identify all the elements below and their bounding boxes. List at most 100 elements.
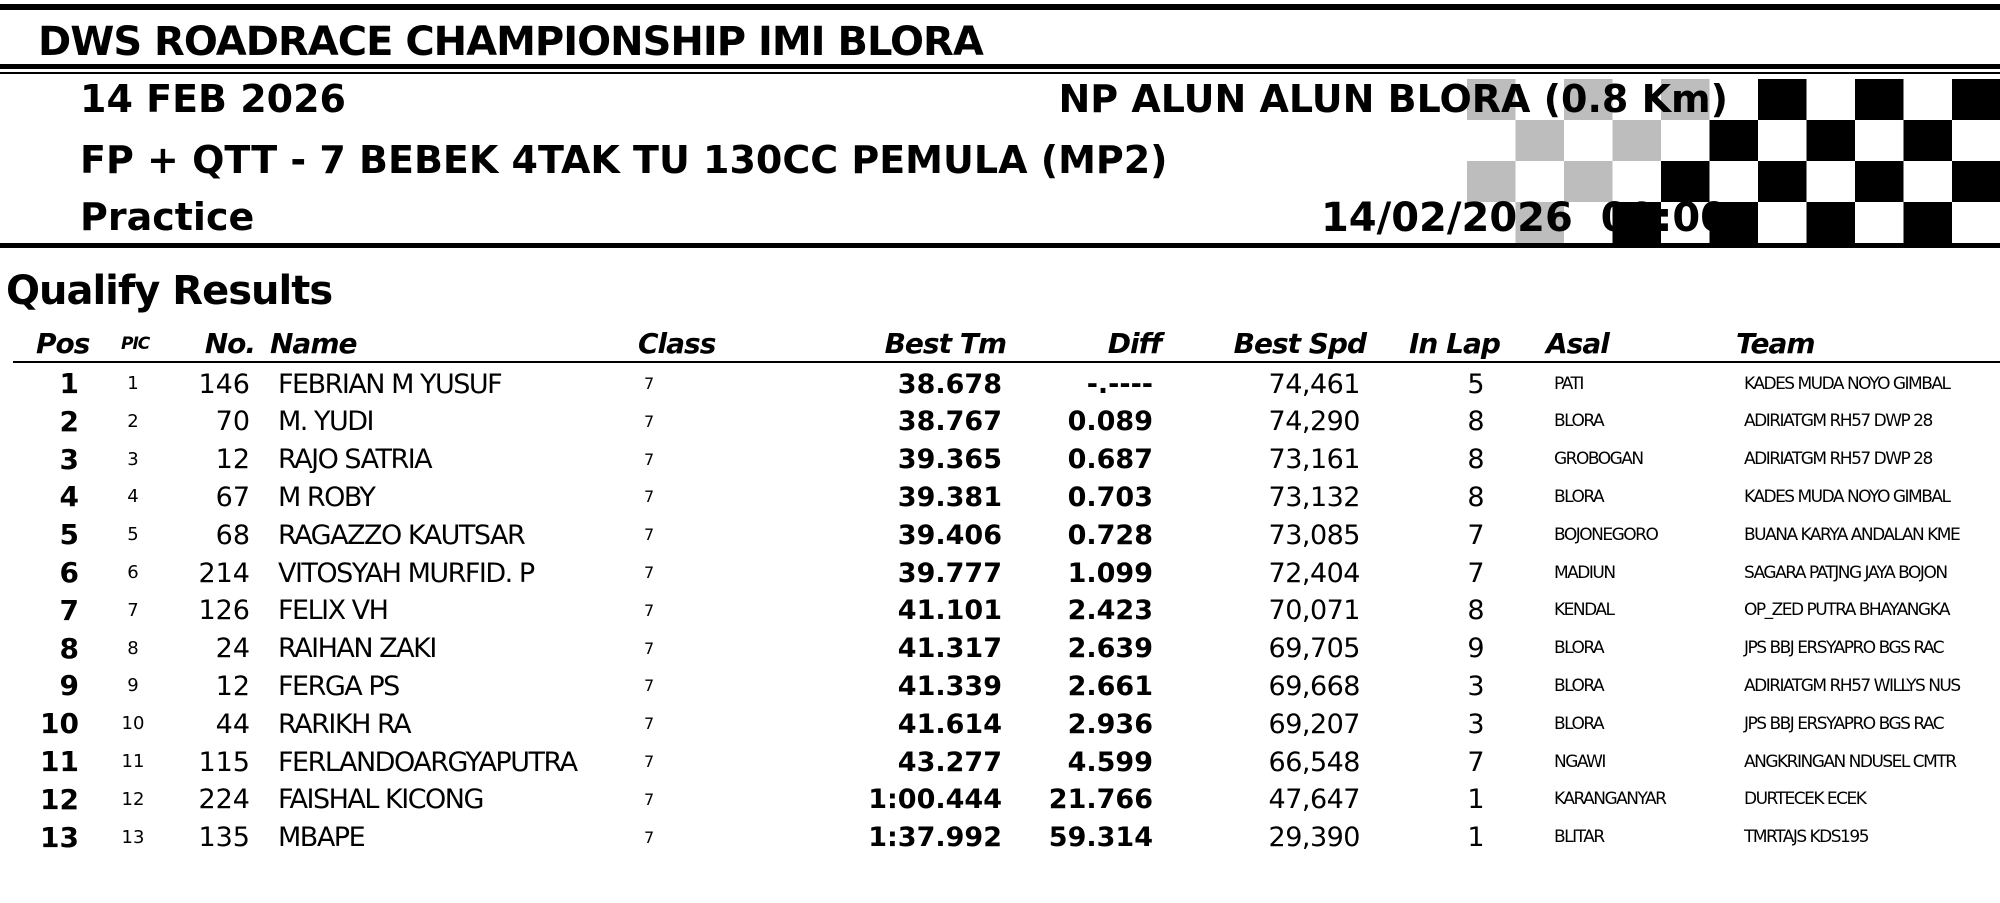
column-header: PIC [121,334,150,354]
diff: 0.703 [1067,481,1153,513]
rule [13,361,2000,363]
class: 7 [644,752,655,771]
team: ANGKRINGAN NDUSEL CMTR [1744,751,1957,772]
class: 7 [644,411,655,431]
flag-square [1612,120,1661,161]
name: RARIKH RA [278,710,412,738]
best-time: 43.277 [897,746,1002,778]
class: 7 [644,638,655,658]
venue: NP ALUN ALUN BLORA (0.8 Km) [1058,77,1728,121]
best-time: 41.101 [897,595,1002,627]
diff: 2.423 [1067,595,1153,627]
origin: BLORA [1554,713,1605,734]
rule [0,72,2000,74]
class: 7 [644,374,655,393]
best-time: 39.381 [897,481,1002,513]
origin: BLITAR [1554,827,1605,848]
best-speed: 29,390 [1268,822,1361,854]
pos: 6 [59,556,79,589]
flag-square [1661,79,1710,120]
pos: 7 [59,593,79,627]
column-header: No. [204,327,256,360]
pos: 12 [40,782,79,816]
diff: 1.099 [1067,557,1153,589]
team: JPS BBJ ERSYAPRO BGS RAC [1744,638,1945,659]
number: 12 [215,670,250,702]
name: RAJO SATRIA [278,446,433,474]
pic: 9 [127,675,139,697]
number: 224 [198,784,250,816]
pic: 2 [127,410,139,432]
pos: 4 [59,480,79,514]
origin: BLORA [1554,675,1605,696]
flag-square [1952,79,2000,120]
column-header: Diff [1107,327,1162,360]
origin: GROBOGAN [1554,449,1644,470]
name: M. YUDI [278,408,374,436]
best-time: 39.365 [897,444,1002,476]
datetime: 14/02/2026 09:00 [1320,195,1728,241]
in-lap: 8 [1467,406,1485,438]
pic: 4 [127,486,139,508]
class: 7 [644,487,655,507]
in-lap: 9 [1467,633,1485,665]
origin: KARANGANYAR [1554,789,1667,810]
team: ADIRIATGM RH57 DWP 28 [1744,449,1933,470]
best-speed: 69,705 [1268,633,1361,665]
diff: 2.936 [1067,708,1153,740]
class: 7 [644,676,655,696]
number: 126 [198,595,250,627]
name: FERGA PS [278,672,400,700]
best-speed: 74,290 [1268,406,1361,438]
best-speed: 72,404 [1268,557,1361,589]
flag-square [1515,202,1564,243]
best-time: 41.614 [897,708,1002,740]
number: 12 [215,444,250,476]
origin: MADIUN [1554,562,1616,583]
class: 7 [644,714,655,734]
diff: 21.766 [1048,784,1153,816]
best-speed: 74,461 [1268,368,1361,400]
number: 135 [198,822,250,854]
name: RAIHAN ZAKI [278,635,437,663]
class: 7 [644,449,655,469]
pic: 11 [121,751,145,772]
team: KADES MUDA NOYO GIMBAL [1744,373,1951,394]
pos: 3 [59,442,79,476]
name: RAGAZZO KAUTSAR [278,521,526,549]
team: JPS BBJ ERSYAPRO BGS RAC [1744,713,1945,734]
pos: 10 [40,707,79,741]
in-lap: 8 [1467,444,1485,476]
diff: 59.314 [1048,822,1153,854]
pic: 12 [121,788,145,810]
class: 7 [644,525,655,545]
session: Practice [80,195,255,239]
pic: 13 [121,826,145,848]
pic: 7 [127,599,139,621]
diff: -.---- [1086,368,1153,400]
best-time: 41.339 [897,670,1002,702]
column-header: In Lap [1409,327,1501,360]
in-lap: 8 [1467,595,1485,627]
team: KADES MUDA NOYO GIMBAL [1744,486,1951,507]
pos: 1 [59,367,79,400]
origin: KENDAL [1554,600,1615,621]
flag-square [1709,120,1758,161]
best-speed: 73,132 [1268,481,1361,513]
diff: 0.687 [1067,444,1153,476]
column-header: Name [270,327,357,360]
in-lap: 5 [1467,368,1485,400]
pic: 6 [127,562,139,583]
team: DURTECEK ECEK [1744,789,1867,810]
pic: 10 [121,713,145,735]
best-speed: 69,207 [1268,708,1361,740]
column-header: Team [1736,327,1816,360]
pos: 9 [59,669,79,703]
best-speed: 69,668 [1268,670,1361,702]
name: MBAPE [278,824,366,852]
class: 7 [644,789,655,809]
diff: 0.089 [1067,406,1153,438]
team: ADIRIATGM RH57 DWP 28 [1744,411,1933,432]
class: 7 [644,827,655,847]
